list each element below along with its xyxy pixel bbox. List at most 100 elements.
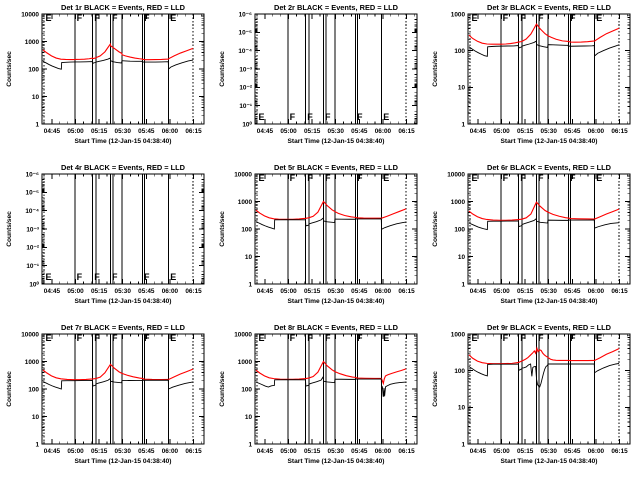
event-flag: E	[383, 333, 389, 343]
event-flag: F	[112, 333, 118, 343]
x-axis-ticks: 04:45 05:00 05:15 05:30 05:45 06:00 06:15	[469, 174, 628, 295]
y-tick-label: 10⁻⁵	[26, 190, 39, 197]
x-tick-label: 05:30	[328, 128, 345, 135]
y-axis-label: Counts/sec	[432, 371, 439, 407]
y-tick-label: 10	[32, 414, 40, 421]
plot-frame	[254, 173, 418, 285]
event-flag: F	[144, 272, 150, 282]
chart-panel-det9r: Det 9r BLACK = Events, RED = LLD 1 10 100 10…	[426, 320, 639, 480]
event-flag: E	[596, 173, 602, 183]
y-tick-label: 10	[458, 85, 466, 92]
x-axis-label: Start Time (12-Jan-15 04:38:40)	[75, 138, 172, 145]
y-axis-ticks: 10⁻⁶ 10⁻⁵ 10⁻⁴ 10⁻³ 10⁻² 10⁻¹ 10⁰	[238, 11, 417, 128]
x-tick-label: 06:15	[398, 288, 415, 295]
event-flag: F	[290, 333, 296, 343]
event-marker-lines	[43, 174, 194, 284]
series-lld-line	[42, 42, 194, 61]
x-tick-label: 05:30	[115, 128, 132, 135]
chart-panel-det1r: Det 1r BLACK = Events, RED = LLD 1 10 100 10…	[0, 0, 213, 160]
event-flag: E	[472, 173, 478, 183]
event-marker-lines	[256, 174, 407, 284]
chart-panel-det4r: Det 4r BLACK = Events, RED = LLD 10⁻⁶ 10⁻⁵…	[0, 160, 213, 320]
panel-title: Det 1r BLACK = Events, RED = LLD	[61, 3, 186, 12]
x-tick-label: 06:15	[398, 128, 415, 135]
y-axis-label: Counts/sec	[6, 211, 13, 247]
x-axis-label: Start Time (12-Jan-15 04:38:40)	[75, 458, 172, 465]
event-flag: E	[170, 333, 176, 343]
event-flag: F	[357, 333, 363, 343]
event-flag: E	[259, 173, 265, 183]
series-lld-line	[468, 23, 620, 45]
event-flag: F	[94, 333, 100, 343]
event-flag: F	[144, 333, 150, 343]
y-tick-label: 10000	[234, 171, 252, 178]
event-flag: E	[46, 272, 52, 282]
event-flag: E	[472, 333, 478, 343]
panel-title: Det 4r BLACK = Events, RED = LLD	[61, 163, 186, 172]
event-flag: F	[357, 112, 363, 122]
series-events-line	[468, 362, 620, 388]
y-axis-ticks: 1 10 100 1000 10000	[21, 331, 204, 448]
panel-title: Det 8r BLACK = Events, RED = LLD	[274, 323, 399, 332]
plot-svg-det3r: Det 3r BLACK = Events, RED = LLD 1 10 100 10…	[432, 3, 631, 145]
x-tick-label: 05:45	[351, 128, 368, 135]
event-flag: F	[290, 173, 296, 183]
y-tick-label: 10⁻²	[26, 245, 39, 252]
x-tick-label: 06:15	[185, 128, 202, 135]
event-flag: F	[503, 13, 509, 23]
x-axis-label: Start Time (12-Jan-15 04:38:40)	[288, 138, 385, 145]
event-flag: F	[538, 173, 544, 183]
event-marker-lines	[256, 14, 407, 124]
y-tick-label: 1000	[25, 39, 40, 46]
event-flag: F	[307, 333, 313, 343]
x-tick-label: 05:00	[280, 448, 297, 455]
x-tick-label: 04:45	[257, 288, 274, 295]
x-axis-label: Start Time (12-Jan-15 04:38:40)	[501, 458, 598, 465]
y-tick-label: 1	[35, 441, 39, 448]
event-flag: F	[503, 173, 509, 183]
x-tick-label: 05:45	[564, 448, 581, 455]
chart-panel-det6r: Det 6r BLACK = Events, RED = LLD 1 10 100 10…	[426, 160, 639, 320]
x-tick-label: 05:30	[541, 128, 558, 135]
event-flag: F	[325, 112, 331, 122]
x-axis-ticks: 04:45 05:00 05:15 05:30 05:45 06:00 06:15	[43, 334, 202, 455]
event-flag: F	[520, 173, 526, 183]
event-flag: F	[325, 173, 331, 183]
x-tick-label: 05:30	[541, 288, 558, 295]
x-tick-label: 05:30	[115, 448, 132, 455]
x-tick-label: 06:15	[185, 288, 202, 295]
event-flag: F	[570, 13, 576, 23]
y-tick-label: 1	[35, 121, 39, 128]
x-tick-label: 06:00	[588, 448, 605, 455]
x-tick-label: 06:15	[185, 448, 202, 455]
x-tick-label: 05:45	[351, 288, 368, 295]
series-events-line	[255, 375, 407, 397]
data-series-group	[42, 42, 194, 70]
x-tick-label: 06:15	[611, 288, 628, 295]
x-tick-label: 05:30	[115, 288, 132, 295]
plot-frame	[467, 173, 631, 285]
x-tick-label: 05:15	[304, 448, 321, 455]
y-tick-label: 10⁻⁴	[25, 208, 39, 215]
x-tick-label: 05:00	[493, 128, 510, 135]
y-tick-label: 1	[461, 441, 465, 448]
event-flag: F	[520, 333, 526, 343]
event-flag: F	[77, 272, 83, 282]
event-flag: F	[357, 173, 363, 183]
x-tick-label: 05:15	[304, 128, 321, 135]
y-tick-label: 10⁻³	[26, 226, 39, 233]
y-tick-label: 10⁻⁵	[239, 30, 252, 37]
y-tick-label: 10⁻²	[239, 85, 252, 92]
chart-panel-det3r: Det 3r BLACK = Events, RED = LLD 1 10 100 10…	[426, 0, 639, 160]
x-axis-label: Start Time (12-Jan-15 04:38:40)	[501, 298, 598, 305]
event-flag: F	[307, 112, 313, 122]
x-tick-label: 05:00	[280, 288, 297, 295]
data-series-group	[42, 363, 194, 390]
y-tick-label: 10	[245, 254, 253, 261]
plot-svg-det7r: Det 7r BLACK = Events, RED = LLD 1 10 100 10…	[6, 323, 205, 465]
plot-frame	[41, 173, 205, 285]
